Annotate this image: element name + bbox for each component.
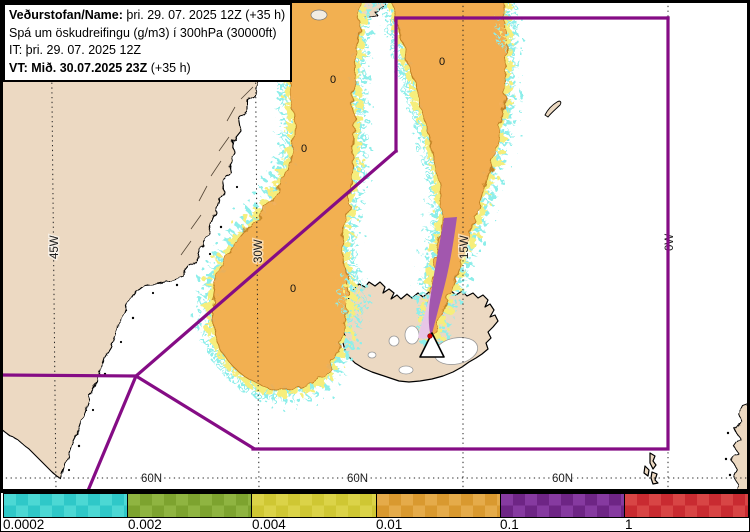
scale-block-0.0002 [4,494,129,517]
fir-boundary [1,16,670,491]
ash-plume-west [198,1,375,404]
ash-plume-west-high [211,1,362,391]
scale-label-1: 0.002 [128,517,162,532]
meridian-45w [50,1,57,491]
scale-label-3: 0.01 [376,517,403,532]
parallel-label-60n-2: 60N [347,473,368,485]
meridian-30w [254,1,260,491]
scale-label-2: 0.004 [252,517,286,532]
graticule-labels: 45W 30W 15W 0W 60N 60N 60N [48,232,678,486]
contour-label-4: 0 [290,283,296,295]
greenland-offshore-islets [67,185,239,472]
forecast-info-box: Veðurstofan/Name: þri. 29. 07. 2025 12Z … [3,3,293,82]
contour-label-3: 0 [439,56,445,68]
scale-block-0.004 [252,494,377,517]
volcano-icon [419,332,445,358]
norway-islets [724,431,732,477]
scale-block-0.002 [128,494,253,517]
contour-label-2: 0 [301,143,307,155]
scale-block-0.1 [500,494,625,517]
scalebar-labels: 0.0002 0.002 0.004 0.01 0.1 1 [1,517,749,532]
parallel-label-60n-3: 60N [552,473,573,485]
ash-plume-east [379,1,519,350]
scale-label-5: 1 [625,517,633,532]
fir-boundary-east [251,16,670,451]
ice-patch [310,9,328,21]
scale-label-0: 0.0002 [3,517,45,532]
eruption-site-dot [427,333,433,339]
meridian-label-30w: 30W [253,239,265,263]
parallel-label-60n-1: 60N [141,473,162,485]
concentration-scalebar: 0.0002 0.002 0.004 0.01 0.1 1 [1,491,749,532]
fir-boundary-north [394,16,670,153]
scale-block-1 [624,494,749,517]
scale-block-0.01 [376,494,501,517]
meridian-label-0w: 0W [664,234,676,251]
ash-plume-vhigh [428,217,457,337]
info-line-issued: Veðurstofan/Name: þri. 29. 07. 2025 12Z … [9,8,286,22]
contour-labels: 0 0 0 0 [290,56,445,295]
meridian-label-45w: 45W [49,235,61,259]
contour-label-1: 0 [330,74,336,86]
meridian-label-15w: 15W [459,235,471,259]
map-border [1,1,749,491]
info-line-product: Spá um öskudreifingu (g/m3) í 300hPa (30… [9,25,277,40]
jan-mayen-island [544,100,562,118]
scalebar-blocks [3,493,749,518]
fir-boundary-west [1,373,139,491]
scale-label-4: 0.1 [500,517,519,532]
info-line-it: IT: þri. 29. 07. 2025 12Z [9,43,142,57]
info-line-vt: VT: Mið. 30.07.2025 23Z (+35 h) [9,60,191,75]
map-canvas: 45W 30W 15W 0W 60N 60N 60N 0 0 0 0 [1,1,749,491]
